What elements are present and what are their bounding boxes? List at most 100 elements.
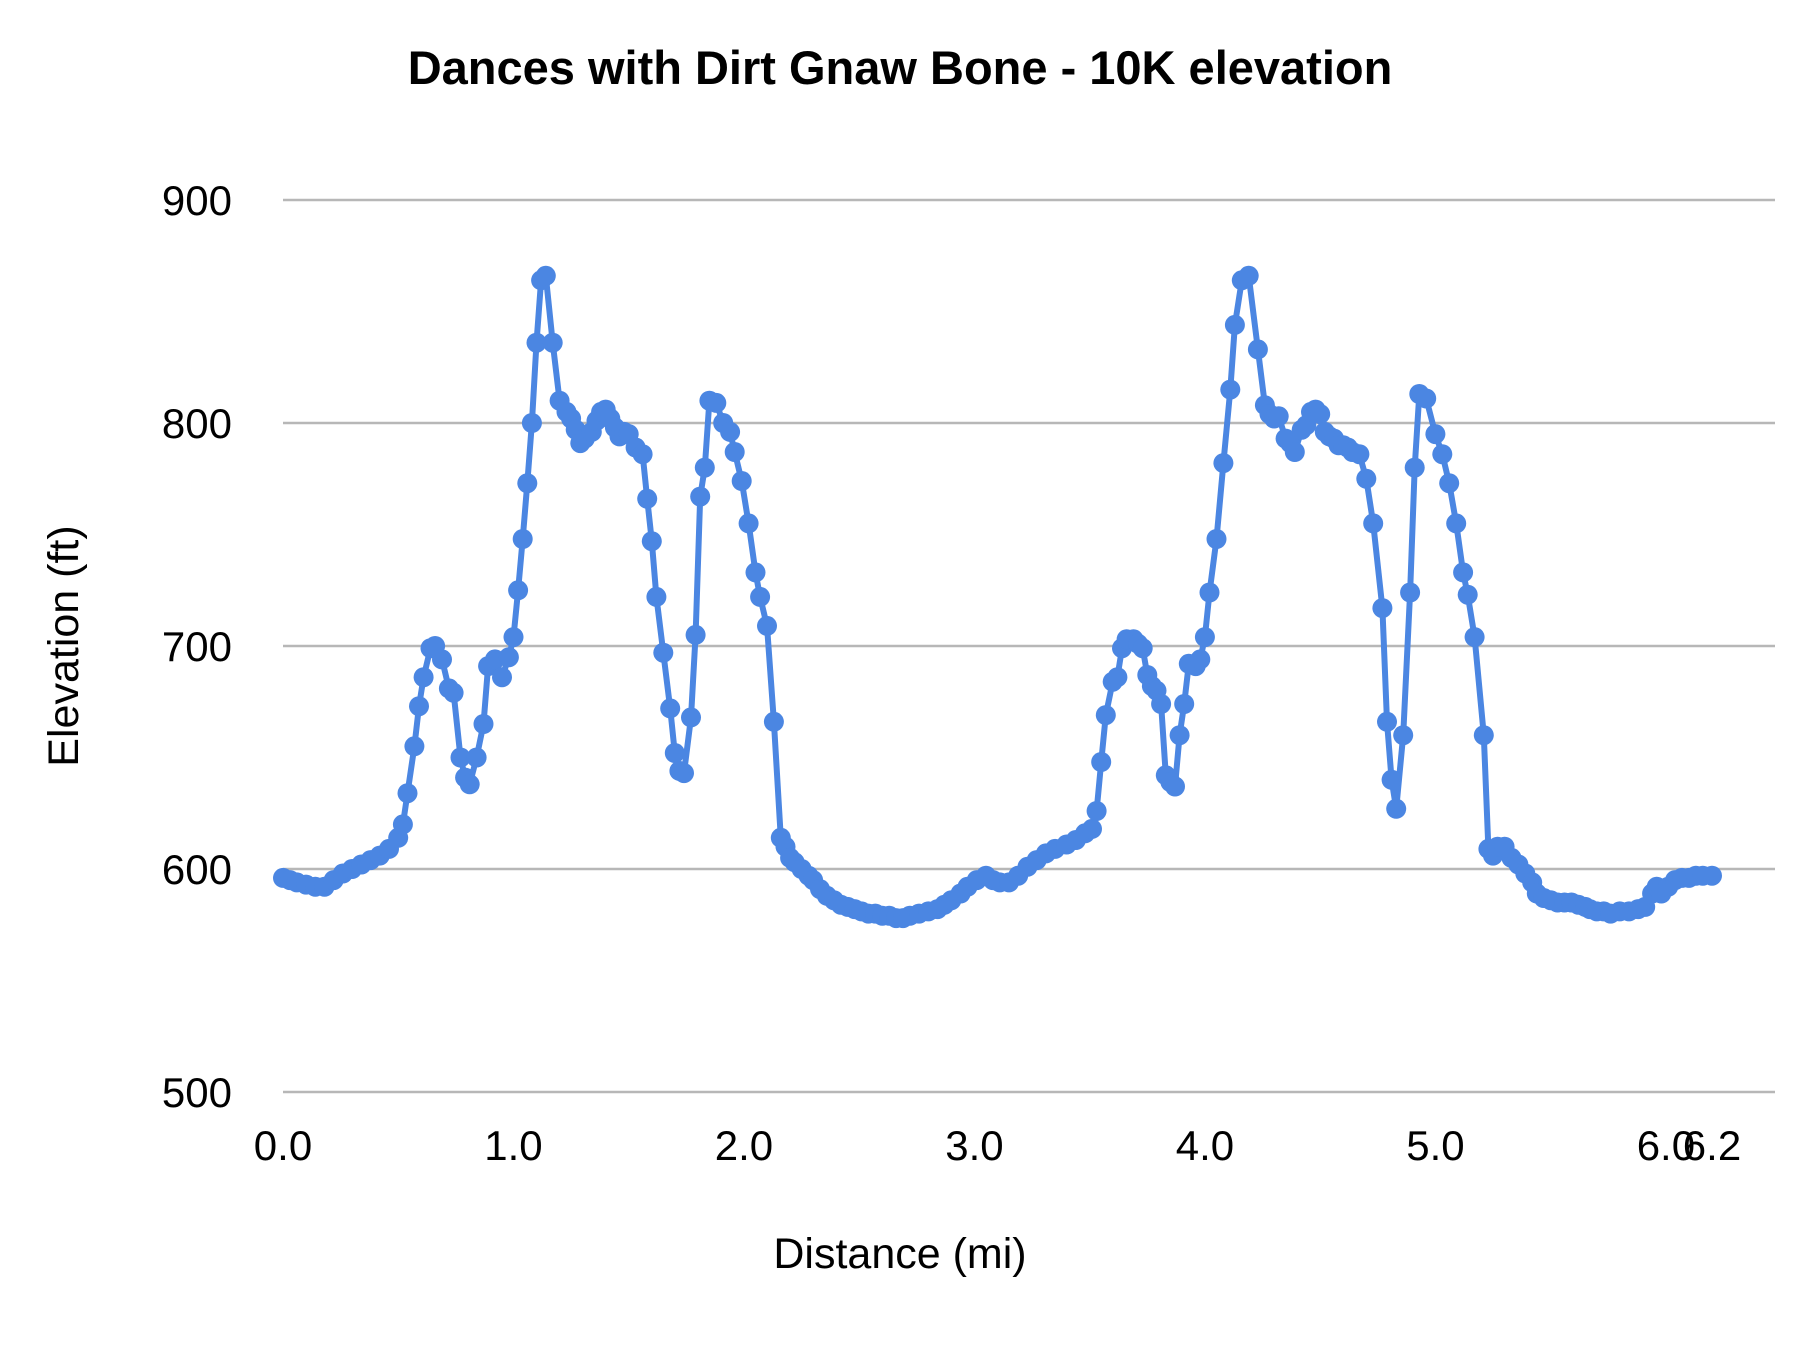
x-tick-2.0: 2.0	[715, 1122, 773, 1169]
data-point	[443, 682, 464, 703]
data-point	[1400, 582, 1421, 603]
data-point	[1425, 424, 1446, 445]
data-point	[1372, 598, 1393, 619]
data-point	[1702, 865, 1722, 886]
data-point	[1224, 314, 1245, 335]
data-point	[404, 736, 425, 757]
data-point	[466, 747, 487, 768]
data-point	[1220, 379, 1241, 400]
y-tick-900: 900	[162, 177, 232, 224]
data-point	[1213, 453, 1234, 474]
data-point	[498, 647, 519, 668]
data-point	[1386, 798, 1407, 819]
data-point	[694, 457, 715, 478]
data-point	[409, 696, 429, 717]
data-point	[503, 627, 524, 648]
data-point	[459, 774, 480, 795]
data-point	[1439, 473, 1460, 494]
data-point	[1446, 513, 1467, 534]
data-point	[763, 711, 784, 732]
data-point	[1082, 818, 1102, 839]
data-point	[535, 265, 556, 286]
data-point	[1095, 705, 1116, 726]
x-tick-1.0: 1.0	[484, 1122, 542, 1169]
y-tick-700: 700	[162, 623, 232, 670]
data-point	[432, 649, 452, 670]
gridlines	[283, 198, 1775, 1094]
data-point	[1165, 776, 1185, 797]
data-point	[646, 586, 667, 607]
data-point	[1107, 667, 1128, 688]
data-point	[1091, 752, 1112, 772]
data-point	[641, 531, 662, 552]
data-point	[731, 471, 752, 491]
data-point	[1238, 265, 1259, 286]
data-point	[1190, 649, 1211, 670]
y-tick-600: 600	[162, 846, 232, 893]
data-point	[1132, 638, 1153, 659]
data-point	[664, 743, 685, 763]
data-point	[1453, 562, 1474, 583]
data-point	[637, 488, 658, 509]
data-point	[512, 529, 533, 549]
data-point	[1349, 444, 1370, 465]
data-point	[738, 513, 759, 534]
x-tick-3.0: 3.0	[945, 1122, 1003, 1169]
data-point	[1310, 404, 1331, 425]
data-point	[1464, 627, 1485, 648]
x-axis-tick-labels: 0.0 1.0 2.0 3.0 4.0 5.0 6.06.2	[254, 1122, 1741, 1169]
x-tick-5.0: 5.0	[1406, 1122, 1464, 1169]
data-point	[1432, 444, 1453, 465]
data-point	[1268, 406, 1289, 427]
data-point	[1169, 725, 1190, 746]
data-point	[392, 814, 413, 835]
data-point	[1206, 529, 1227, 549]
chart-title: Dances with Dirt Gnaw Bone - 10K elevati…	[408, 41, 1393, 94]
data-point	[681, 707, 701, 728]
data-point	[674, 763, 694, 784]
series-line-elevation	[280, 272, 1715, 922]
data-point	[1086, 801, 1107, 821]
data-point	[685, 624, 706, 645]
data-point	[1381, 769, 1402, 790]
data-point	[1356, 468, 1377, 489]
data-point	[1473, 725, 1494, 746]
data-point	[450, 747, 471, 768]
data-point	[1247, 339, 1268, 360]
data-point	[1393, 725, 1414, 746]
data-point	[720, 421, 741, 442]
data-point	[413, 667, 434, 688]
data-point	[508, 580, 529, 601]
y-axis-tick-labels: 500 600 700 800 900	[162, 177, 232, 1116]
data-point	[1151, 694, 1172, 714]
data-point	[1377, 711, 1397, 732]
y-tick-500: 500	[162, 1069, 232, 1116]
data-point	[473, 714, 494, 734]
data-point	[724, 442, 745, 462]
data-point	[397, 783, 418, 804]
data-point	[706, 392, 727, 413]
data-point	[1404, 457, 1425, 478]
elevation-series	[273, 265, 1722, 929]
data-point	[745, 562, 766, 583]
data-point	[1194, 627, 1215, 648]
data-point	[750, 586, 771, 607]
data-point	[526, 332, 547, 353]
data-point	[660, 698, 681, 719]
data-point	[521, 413, 542, 433]
x-tick-6.2: 6.2	[1683, 1122, 1741, 1169]
data-point	[653, 642, 674, 663]
x-axis-title: Distance (mi)	[773, 1230, 1026, 1278]
y-tick-800: 800	[162, 400, 232, 447]
data-point	[632, 444, 653, 465]
x-tick-6.0: 6.0	[1637, 1122, 1695, 1169]
data-point	[1457, 584, 1478, 605]
data-point	[517, 473, 538, 494]
data-point	[1174, 694, 1195, 714]
x-tick-4.0: 4.0	[1176, 1122, 1234, 1169]
x-tick-0.0: 0.0	[254, 1122, 312, 1169]
data-point	[542, 332, 563, 353]
data-point	[1416, 388, 1437, 409]
